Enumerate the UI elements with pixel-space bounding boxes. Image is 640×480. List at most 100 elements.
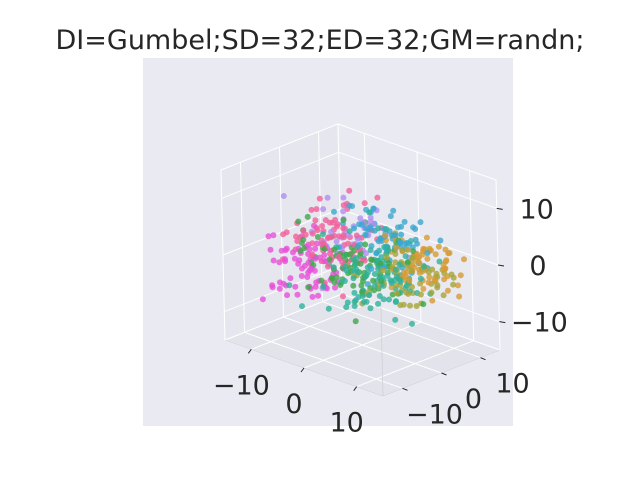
z-tick-mark bbox=[497, 264, 505, 267]
data-point-cluster-cyan bbox=[387, 213, 394, 220]
y-tick-mark bbox=[441, 372, 447, 376]
data-point-cluster-teal bbox=[371, 282, 378, 289]
x-tick-mark bbox=[353, 386, 358, 391]
data-point-cluster-olive bbox=[450, 281, 457, 288]
data-point-cluster-green bbox=[352, 318, 359, 325]
data-point-cluster-olive bbox=[407, 302, 413, 309]
data-point-cluster-olive bbox=[379, 267, 386, 274]
data-point-cluster-lavender bbox=[340, 208, 347, 215]
data-point-cluster-green bbox=[350, 282, 357, 289]
data-point-cluster-green bbox=[318, 277, 325, 284]
data-point-cluster-lavender bbox=[324, 194, 331, 201]
data-point-cluster-magenta bbox=[278, 247, 285, 254]
floor-gridline-y bbox=[244, 331, 403, 389]
data-point-cluster-teal bbox=[409, 320, 415, 327]
data-point-cluster-pink bbox=[346, 187, 353, 194]
data-point-cluster-pink bbox=[313, 206, 320, 213]
data-point-cluster-teal bbox=[380, 296, 387, 303]
data-point-cluster-olive bbox=[399, 247, 406, 254]
data-point-cluster-olive bbox=[425, 269, 432, 276]
data-point-cluster-cyan bbox=[373, 249, 380, 256]
data-point-cluster-teal bbox=[417, 275, 424, 282]
data-point-cluster-cyan bbox=[331, 208, 337, 215]
data-point-cluster-orange bbox=[382, 232, 389, 239]
data-point-cluster-teal bbox=[396, 261, 403, 268]
data-point-cluster-green bbox=[357, 260, 364, 267]
data-point-cluster-teal bbox=[353, 255, 360, 262]
data-point-cluster-olive bbox=[393, 290, 400, 297]
data-point-cluster-magenta bbox=[270, 232, 277, 239]
data-point-cluster-lavender bbox=[333, 238, 340, 245]
data-point-cluster-lavender bbox=[280, 193, 287, 199]
data-point-cluster-magenta bbox=[277, 279, 283, 286]
data-point-cluster-pink bbox=[353, 232, 360, 239]
data-point-cluster-pink bbox=[361, 257, 368, 264]
data-point-cluster-pink bbox=[309, 251, 316, 258]
data-point-cluster-teal bbox=[392, 299, 399, 305]
data-point-cluster-orange bbox=[445, 250, 452, 257]
data-point-cluster-magenta bbox=[312, 283, 319, 290]
data-point-cluster-magenta bbox=[304, 274, 311, 281]
data-point-cluster-orange bbox=[425, 279, 432, 286]
data-point-cluster-orange bbox=[457, 272, 464, 279]
left-gridline-z bbox=[221, 151, 339, 199]
data-point-cluster-orange bbox=[416, 269, 423, 276]
back-gridline-z bbox=[339, 208, 499, 266]
data-point-cluster-green bbox=[333, 274, 340, 281]
floor-gridline-y bbox=[322, 301, 481, 359]
data-point-cluster-teal bbox=[320, 283, 327, 290]
data-point-cluster-green bbox=[305, 284, 312, 291]
data-point-cluster-teal bbox=[436, 258, 443, 265]
data-point-cluster-green bbox=[368, 256, 375, 263]
data-point-cluster-teal bbox=[386, 296, 392, 303]
z-tick-mark bbox=[496, 207, 503, 210]
data-point-cluster-orange bbox=[393, 244, 400, 251]
chart-title: DI=Gumbel;SD=32;ED=32;GM=randn; bbox=[56, 25, 585, 56]
data-point-cluster-cyan bbox=[397, 239, 404, 246]
data-point-cluster-pink bbox=[340, 225, 347, 232]
data-point-cluster-teal bbox=[366, 209, 373, 216]
data-point-cluster-magenta bbox=[287, 275, 294, 282]
data-point-cluster-olive bbox=[434, 282, 441, 289]
data-point-cluster-pink bbox=[312, 217, 319, 224]
back-gridline-z bbox=[338, 151, 497, 209]
data-point-cluster-olive bbox=[417, 291, 424, 298]
data-point-cluster-magenta bbox=[312, 245, 319, 252]
data-point-cluster-teal bbox=[325, 305, 332, 312]
data-point-cluster-teal bbox=[375, 300, 381, 307]
y-tick-label: −10 bbox=[406, 399, 463, 430]
data-point-cluster-magenta bbox=[292, 283, 299, 290]
data-point-cluster-orange bbox=[426, 274, 433, 281]
data-point-cluster-orange bbox=[414, 251, 421, 258]
data-point-cluster-lavender bbox=[357, 215, 364, 222]
data-point-cluster-pink bbox=[335, 253, 342, 260]
data-point-cluster-pink bbox=[374, 194, 381, 201]
data-point-cluster-teal bbox=[299, 303, 305, 310]
data-point-cluster-teal bbox=[402, 253, 409, 260]
data-point-cluster-pink bbox=[324, 263, 331, 270]
data-point-cluster-magenta bbox=[332, 284, 338, 291]
data-point-cluster-lavender bbox=[363, 250, 369, 257]
data-point-cluster-orange bbox=[420, 285, 427, 292]
data-point-cluster-teal bbox=[371, 271, 378, 277]
data-point-cluster-green bbox=[360, 278, 366, 285]
data-point-cluster-lavender bbox=[328, 228, 335, 235]
data-point-cluster-cyan bbox=[390, 207, 397, 214]
floor-gridline-y bbox=[283, 316, 442, 374]
data-point-cluster-pink bbox=[339, 258, 346, 265]
z-tick-mark bbox=[499, 321, 506, 324]
data-point-cluster-orange bbox=[435, 243, 442, 250]
data-point-cluster-magenta bbox=[267, 246, 274, 253]
data-point-cluster-cyan bbox=[404, 239, 410, 246]
data-point-cluster-olive bbox=[428, 289, 435, 296]
data-point-cluster-teal bbox=[351, 298, 358, 305]
data-point-cluster-cyan bbox=[367, 224, 374, 231]
data-point-cluster-green bbox=[331, 246, 338, 253]
data-point-cluster-olive bbox=[440, 292, 447, 299]
data-point-cluster-teal bbox=[383, 226, 390, 233]
data-point-cluster-magenta bbox=[314, 240, 320, 247]
data-point-cluster-pink bbox=[340, 232, 347, 239]
data-point-cluster-green bbox=[370, 277, 377, 284]
data-point-cluster-teal bbox=[392, 266, 399, 273]
